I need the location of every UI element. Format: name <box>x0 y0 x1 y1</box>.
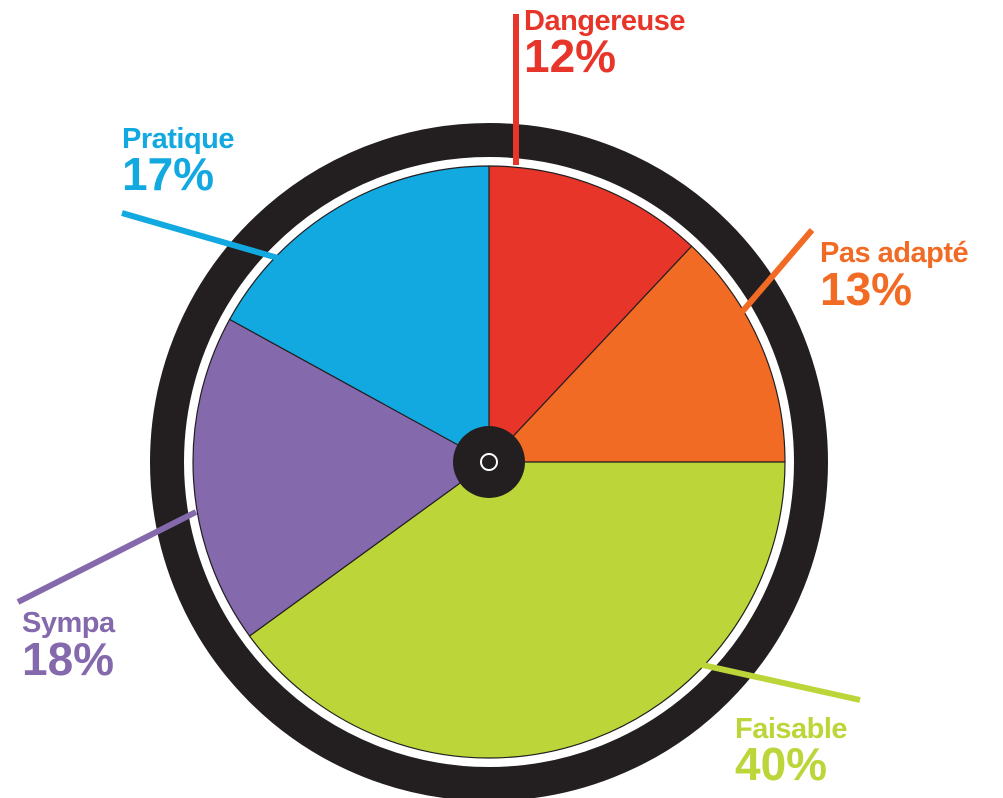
chart: Dangereuse12%Pas adapté13%Faisable40%Sym… <box>0 0 1003 798</box>
slice-percent: 12% <box>524 30 616 82</box>
slice-percent: 13% <box>820 263 912 315</box>
slice-percent: 40% <box>735 738 827 790</box>
wheel-hub <box>453 426 525 498</box>
slice-percent: 18% <box>22 633 114 685</box>
slice-percent: 17% <box>122 148 214 200</box>
